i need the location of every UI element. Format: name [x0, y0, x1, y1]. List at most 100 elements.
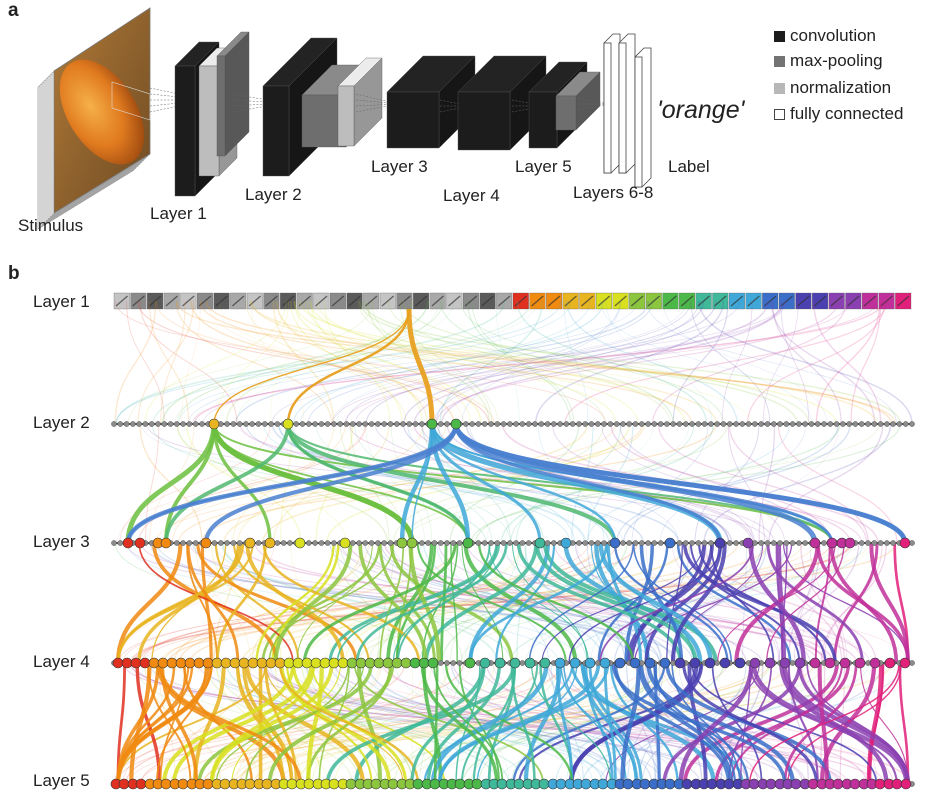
unit-node — [381, 540, 388, 546]
highlighted-unit-node — [674, 657, 686, 669]
unit-node — [444, 660, 450, 666]
unit-node — [733, 421, 739, 427]
highlighted-unit-node — [418, 657, 430, 669]
highlighted-unit-node — [345, 778, 357, 790]
highlighted-unit-node — [160, 778, 172, 790]
unit-node — [356, 540, 362, 546]
filter-stroke — [714, 295, 727, 307]
background-edge — [137, 300, 195, 425]
highlighted-edge — [568, 542, 723, 664]
unit-node — [425, 540, 432, 546]
highlighted-unit-node — [644, 657, 656, 669]
background-edge — [181, 300, 201, 425]
highlighted-edge — [598, 542, 713, 664]
unit-node — [280, 540, 287, 546]
background-edge — [241, 542, 691, 664]
unit-node — [783, 540, 790, 546]
highlighted-unit-node — [373, 657, 385, 669]
background-edge — [306, 300, 471, 425]
filter-stroke — [298, 295, 311, 307]
background-edge — [171, 662, 259, 785]
highlighted-edge — [444, 662, 574, 785]
background-edge — [269, 300, 300, 425]
highlighted-unit-node — [509, 657, 521, 669]
unit-node — [777, 421, 783, 427]
background-edge — [625, 662, 656, 785]
highlighted-edge — [678, 662, 754, 785]
background-edge — [439, 300, 543, 425]
highlighted-edge — [766, 542, 864, 664]
highlighted-unit-node — [869, 657, 881, 669]
highlighted-edge — [814, 542, 831, 664]
highlighted-unit-node — [229, 657, 241, 669]
background-edge — [504, 542, 663, 664]
unit-node — [419, 421, 425, 427]
background-edge — [326, 423, 631, 544]
filter-stroke — [863, 295, 877, 307]
background-edge — [332, 300, 785, 425]
highlighted-edge — [245, 662, 350, 785]
unit-node — [324, 540, 331, 546]
highlighted-unit-node — [409, 657, 421, 669]
highlighted-edge — [670, 542, 727, 664]
unit-node — [865, 540, 871, 546]
filter-stroke — [414, 295, 428, 307]
unit-node — [758, 421, 765, 427]
unit-node — [186, 421, 193, 427]
highlighted-edge — [286, 423, 470, 544]
unit-node — [588, 421, 595, 427]
unit-node — [362, 540, 369, 546]
background-edge — [236, 300, 439, 425]
unit-node — [871, 421, 878, 427]
background-edge — [223, 423, 588, 544]
arch-layer-4-label: Layer 4 — [443, 186, 500, 205]
background-edge — [662, 300, 827, 425]
background-edge — [690, 300, 771, 425]
background-edge — [127, 300, 374, 425]
unit-node — [802, 540, 809, 546]
highlighted-unit-node — [391, 657, 403, 669]
highlighted-unit-node — [160, 537, 172, 549]
unit-node — [375, 540, 381, 546]
fully-connected-face — [634, 56, 643, 188]
highlighted-edge — [438, 662, 610, 785]
highlighted-edge — [325, 662, 517, 785]
unit-node — [632, 421, 639, 427]
highlighted-unit-node — [609, 537, 621, 549]
filter-stroke — [813, 295, 827, 307]
unit-node — [821, 540, 827, 546]
highlighted-edge — [859, 662, 909, 785]
filter-stroke — [248, 295, 262, 307]
filter-stroke — [597, 295, 611, 307]
highlighted-unit-node — [454, 778, 466, 790]
highlighted-edge — [458, 662, 500, 785]
unit-node — [362, 421, 369, 427]
unit-node — [576, 421, 582, 427]
unit-node — [639, 421, 645, 427]
highlighted-unit-node — [900, 778, 912, 790]
highlighted-unit-node — [382, 657, 394, 669]
highlighted-edge — [429, 423, 471, 544]
highlighted-edge — [430, 423, 542, 544]
highlighted-unit-node — [854, 657, 866, 669]
background-edge — [377, 542, 395, 664]
background-edge — [203, 662, 608, 785]
background-edge — [175, 300, 897, 425]
highlighted-unit-node — [555, 778, 567, 790]
arch-layer-1-label: Layer 1 — [150, 204, 207, 223]
filter-stroke — [182, 295, 195, 307]
unit-node — [261, 421, 268, 427]
unit-node — [437, 660, 444, 666]
background-edge — [569, 542, 864, 664]
background-edge — [534, 300, 725, 425]
panel-b-letter: b — [8, 263, 20, 284]
background-edge — [350, 423, 390, 544]
legend-swatch-normalization — [774, 82, 785, 94]
unit-node — [821, 421, 827, 427]
unit-node — [469, 421, 476, 427]
filter-stroke — [830, 295, 843, 307]
highlighted-unit-node — [597, 778, 609, 790]
highlighted-unit-node — [714, 537, 726, 549]
unit-node — [475, 421, 482, 427]
background-edge — [125, 662, 465, 785]
